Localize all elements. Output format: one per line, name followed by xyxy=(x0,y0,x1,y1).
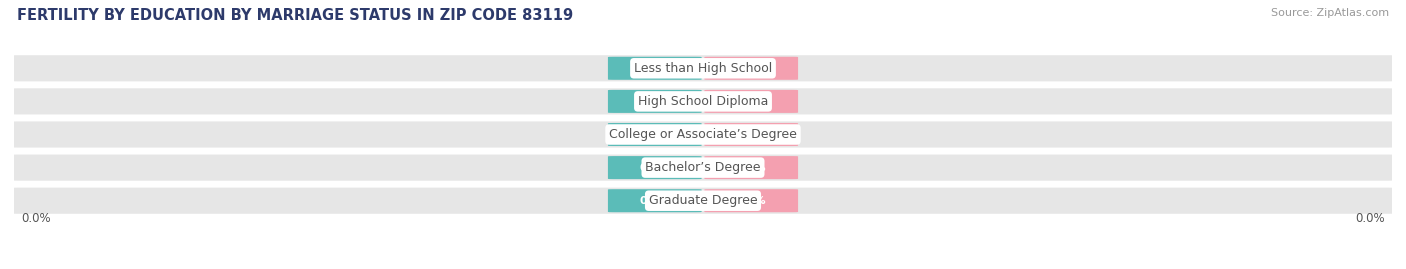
FancyBboxPatch shape xyxy=(704,189,799,212)
Text: 0.0%: 0.0% xyxy=(735,196,766,206)
Text: 0.0%: 0.0% xyxy=(735,129,766,140)
Text: 0.0%: 0.0% xyxy=(735,162,766,173)
FancyBboxPatch shape xyxy=(7,188,1399,214)
Text: High School Diploma: High School Diploma xyxy=(638,95,768,108)
FancyBboxPatch shape xyxy=(607,189,702,212)
FancyBboxPatch shape xyxy=(607,156,702,179)
Text: 0.0%: 0.0% xyxy=(735,63,766,73)
FancyBboxPatch shape xyxy=(607,123,702,146)
FancyBboxPatch shape xyxy=(7,154,1399,181)
Text: FERTILITY BY EDUCATION BY MARRIAGE STATUS IN ZIP CODE 83119: FERTILITY BY EDUCATION BY MARRIAGE STATU… xyxy=(17,8,574,23)
FancyBboxPatch shape xyxy=(704,57,799,80)
FancyBboxPatch shape xyxy=(704,90,799,113)
FancyBboxPatch shape xyxy=(7,88,1399,115)
FancyBboxPatch shape xyxy=(7,121,1399,148)
Text: 0.0%: 0.0% xyxy=(735,96,766,107)
Text: 0.0%: 0.0% xyxy=(640,162,671,173)
FancyBboxPatch shape xyxy=(7,55,1399,81)
Text: 0.0%: 0.0% xyxy=(640,196,671,206)
FancyBboxPatch shape xyxy=(704,123,799,146)
FancyBboxPatch shape xyxy=(607,57,702,80)
Text: College or Associate’s Degree: College or Associate’s Degree xyxy=(609,128,797,141)
Text: 0.0%: 0.0% xyxy=(21,213,51,225)
Text: Bachelor’s Degree: Bachelor’s Degree xyxy=(645,161,761,174)
FancyBboxPatch shape xyxy=(704,156,799,179)
FancyBboxPatch shape xyxy=(607,90,702,113)
Text: 0.0%: 0.0% xyxy=(1355,213,1385,225)
Text: Less than High School: Less than High School xyxy=(634,62,772,75)
Text: 0.0%: 0.0% xyxy=(640,96,671,107)
Text: Graduate Degree: Graduate Degree xyxy=(648,194,758,207)
Text: 0.0%: 0.0% xyxy=(640,129,671,140)
Text: 0.0%: 0.0% xyxy=(640,63,671,73)
Text: Source: ZipAtlas.com: Source: ZipAtlas.com xyxy=(1271,8,1389,18)
